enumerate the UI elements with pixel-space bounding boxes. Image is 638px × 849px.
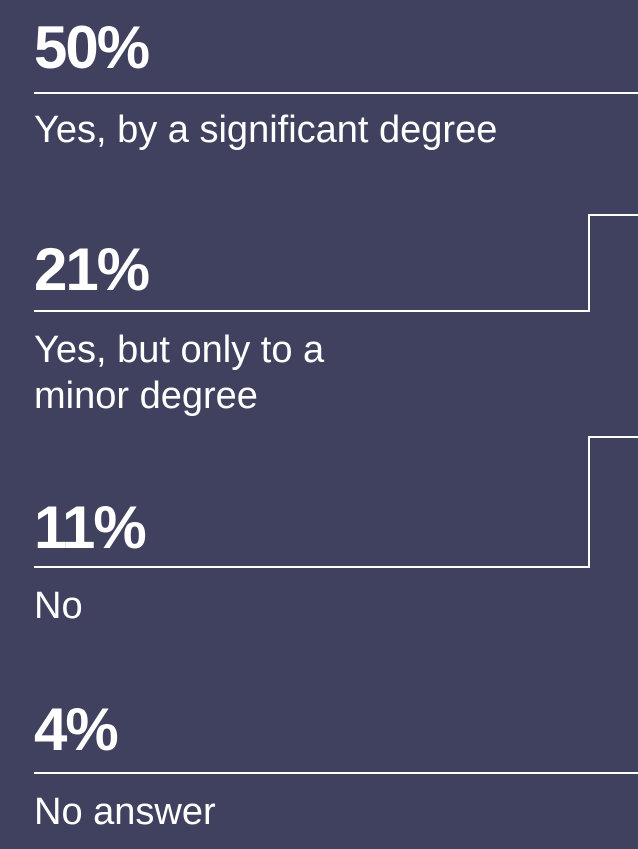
connector-bracket [588,214,638,312]
value-label: 11% [34,494,147,561]
divider-line [34,92,638,94]
category-label: No answer [34,791,216,833]
divider-line [34,310,590,312]
category-label: No [34,585,83,627]
value-label: 50% [34,14,150,81]
divider-line [34,566,590,568]
value-label: 4% [34,696,119,763]
divider-line [34,772,638,774]
category-label: Yes, by a significant degree [34,109,498,151]
category-label: Yes, but only to a minor degree [34,329,325,417]
value-label: 21% [34,236,150,303]
connector-bracket [588,436,638,568]
